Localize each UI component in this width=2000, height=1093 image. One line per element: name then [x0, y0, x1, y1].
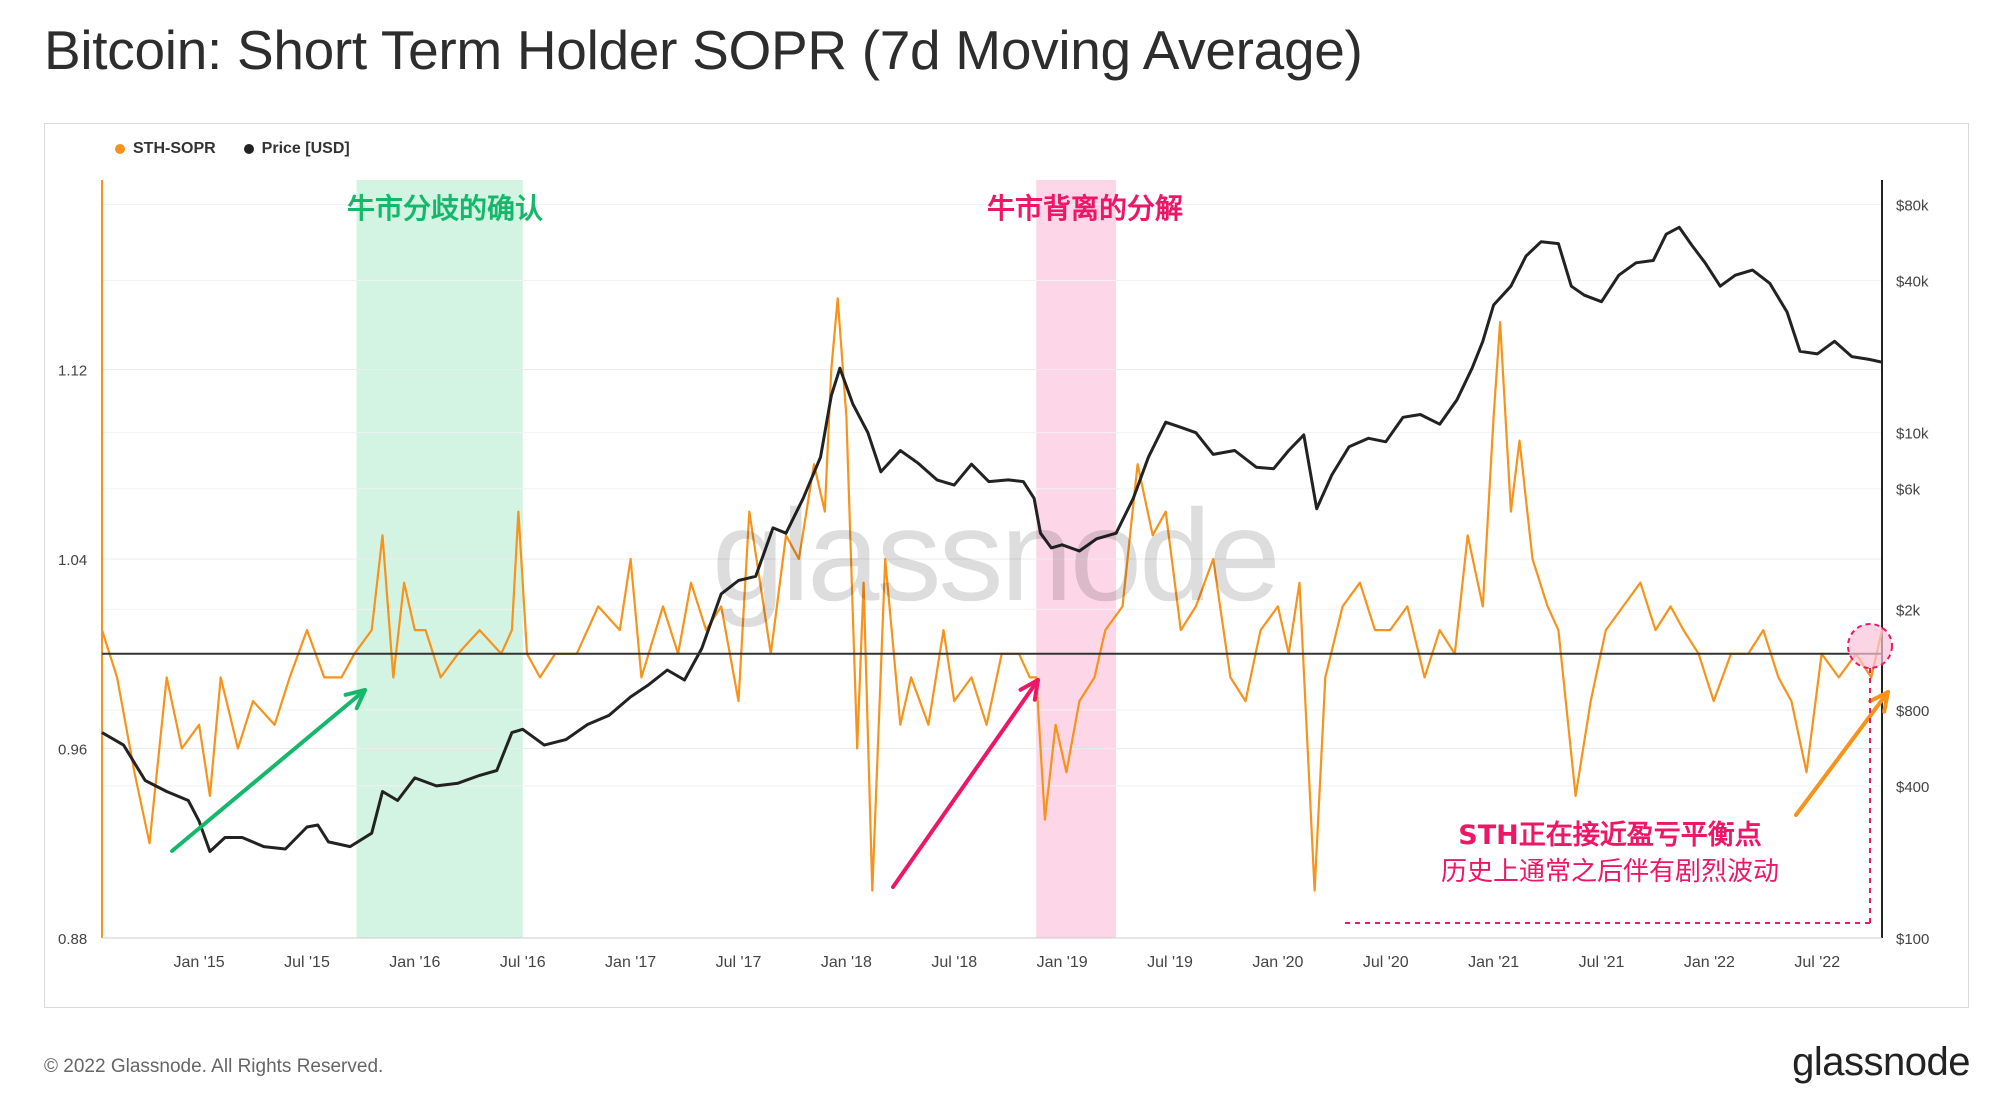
arrow-orange	[1794, 690, 1890, 817]
legend-dot-price	[243, 144, 254, 154]
annotation-pink-label: 牛市背离的分解	[987, 192, 1183, 225]
arrow-pink	[891, 678, 1040, 889]
legend: STH-SOPR Price [USD]	[115, 140, 350, 158]
x-tick-label: Jul '21	[1579, 954, 1625, 971]
right-tick-label: $800	[1896, 703, 1929, 720]
right-tick-label: $2k	[1896, 602, 1921, 619]
legend-label-sth-sopr: STH-SOPR	[133, 140, 216, 157]
x-tick-label: Jan '22	[1684, 954, 1735, 971]
highlight-current-point	[1847, 623, 1893, 669]
right-tick-label: $6k	[1896, 482, 1921, 499]
x-tick-label: Jul '15	[284, 954, 330, 971]
annotation-green-label: 牛市分歧的确认	[347, 192, 543, 225]
x-tick-label: Jan '18	[821, 954, 872, 971]
legend-dot-sth-sopr	[115, 144, 125, 154]
arrow-orange-head	[1868, 690, 1890, 714]
x-tick-label: Jan '20	[1252, 954, 1303, 971]
series-line-sth-sopr	[100, 297, 1884, 892]
right-tick-label: $80k	[1896, 197, 1929, 214]
right-tick-label: $400	[1896, 779, 1929, 796]
x-tick-label: Jan '19	[1037, 954, 1088, 971]
left-tick-label: 1.04	[58, 552, 87, 569]
left-tick-label: 1.12	[58, 363, 87, 380]
legend-item-sth-sopr[interactable]: STH-SOPR	[115, 140, 216, 158]
annotation-note-line2: 历史上通常之后伴有剧烈波动	[1441, 857, 1779, 887]
series-line-price	[101, 225, 1883, 853]
page-title: Bitcoin: Short Term Holder SOPR (7d Movi…	[44, 19, 1363, 81]
x-tick-label: Jul '16	[500, 954, 546, 971]
left-tick-label: 0.96	[58, 742, 87, 759]
annotation-note-line1: STH正在接近盈亏平衡点	[1458, 820, 1761, 851]
copyright: © 2022 Glassnode. All Rights Reserved.	[44, 1056, 384, 1077]
x-tick-label: Jul '18	[931, 954, 977, 971]
arrow-green	[170, 688, 367, 853]
legend-item-price[interactable]: Price [USD]	[243, 140, 350, 158]
arrow-pink-head	[1018, 678, 1040, 702]
x-tick-label: Jan '15	[174, 954, 225, 971]
watermark: glassnode	[712, 482, 1281, 628]
x-tick-label: Jan '21	[1468, 954, 1519, 971]
x-tick-label: Jul '17	[716, 954, 762, 971]
x-tick-label: Jan '16	[389, 954, 440, 971]
right-tick-label: $100	[1896, 931, 1929, 948]
x-tick-label: Jul '20	[1363, 954, 1409, 971]
right-tick-label: $40k	[1896, 274, 1929, 291]
right-tick-label: $10k	[1896, 426, 1929, 443]
brand-logo: glassnode	[1792, 1040, 1970, 1084]
chart-panel	[44, 123, 1969, 1008]
x-tick-label: Jan '17	[605, 954, 656, 971]
left-tick-label: 0.88	[58, 931, 87, 948]
x-tick-label: Jul '22	[1794, 954, 1840, 971]
legend-label-price: Price [USD]	[261, 140, 350, 157]
arrow-green-head	[343, 688, 367, 711]
x-tick-label: Jul '19	[1147, 954, 1193, 971]
